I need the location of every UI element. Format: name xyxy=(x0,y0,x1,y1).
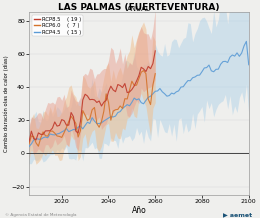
Text: ▶ aemet: ▶ aemet xyxy=(223,212,252,217)
Text: © Agencia Estatal de Meteorología: © Agencia Estatal de Meteorología xyxy=(5,213,77,217)
X-axis label: Año: Año xyxy=(132,206,146,215)
Legend: RCP8.5    ( 19 ), RCP6.0    (  7 ), RCP4.5    ( 15 ): RCP8.5 ( 19 ), RCP6.0 ( 7 ), RCP4.5 ( 15… xyxy=(32,15,83,36)
Title: LAS PALMAS (FUERTEVENTURA): LAS PALMAS (FUERTEVENTURA) xyxy=(58,3,220,12)
Text: ANUAL: ANUAL xyxy=(127,6,151,12)
Y-axis label: Cambio duración olas de calor (días): Cambio duración olas de calor (días) xyxy=(3,55,9,152)
